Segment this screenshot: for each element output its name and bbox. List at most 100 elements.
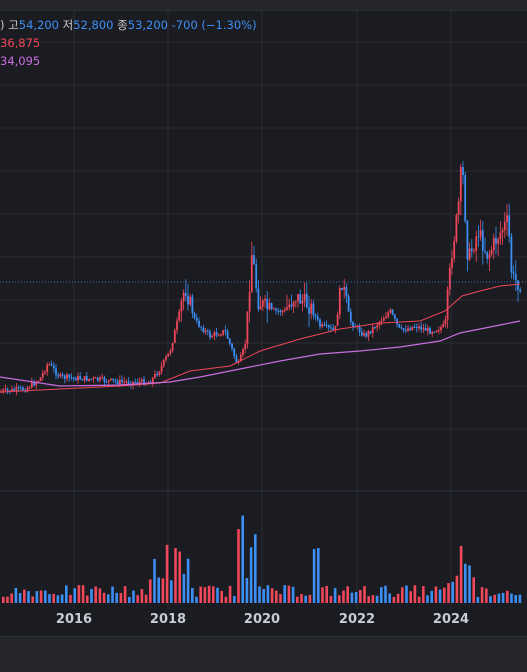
candle-body [352, 322, 354, 327]
candle-body [506, 215, 508, 223]
candle-body [272, 308, 275, 310]
candle-body [123, 381, 126, 383]
candle-body [303, 293, 306, 301]
legend-close-value: 53,200 [127, 18, 168, 32]
candle-body [437, 330, 440, 332]
candle-body [444, 319, 447, 325]
candle-body [323, 324, 326, 326]
candle-body [112, 378, 115, 381]
candle-body [50, 364, 53, 366]
candle-body [347, 296, 350, 312]
candle-body [127, 381, 130, 384]
candle-body [283, 309, 286, 311]
candle-body [41, 372, 44, 378]
volume-bar [14, 587, 18, 603]
candle-body [391, 309, 394, 315]
volume-bar [342, 590, 345, 603]
volume-bar [90, 588, 93, 603]
candle-body [376, 325, 379, 328]
legend-high-value: 54,200 [18, 18, 59, 32]
candle-body [481, 230, 484, 251]
volume-bar [77, 585, 81, 603]
x-tick-2024: 2024 [432, 612, 470, 627]
candle-body [517, 280, 519, 290]
candle-body [17, 387, 20, 389]
ma-short-value: 36,875 [0, 36, 41, 50]
volume-bar [144, 594, 148, 603]
candle-body [459, 167, 462, 202]
candle-body [440, 327, 442, 331]
volume-bar [102, 592, 106, 603]
candle-body [178, 311, 181, 321]
candle-body [136, 382, 139, 384]
volume-bar [275, 590, 278, 603]
chart-area[interactable] [0, 11, 527, 636]
volume-bar [65, 585, 68, 603]
candle-body [198, 320, 200, 327]
candle-body [345, 287, 348, 297]
candle-body [268, 303, 271, 310]
volume-bar [136, 595, 139, 603]
candle-body [470, 248, 473, 252]
candle-body [209, 331, 211, 338]
volume-bar [35, 591, 39, 603]
volume-bar [392, 596, 396, 603]
candle-body [385, 316, 387, 319]
volume-bar [6, 596, 9, 603]
volume-bar [363, 586, 366, 603]
volume-bar [56, 595, 60, 603]
candle-body [13, 388, 16, 391]
volume-bar [417, 596, 421, 603]
volume-bar [224, 596, 228, 603]
volume-bar [426, 595, 429, 603]
candle-body [59, 374, 62, 377]
volume-bar [111, 586, 114, 603]
bottom-toolbar [0, 636, 527, 672]
volume-bar [161, 578, 165, 603]
volume-bar [165, 544, 169, 603]
volume-bar [23, 589, 26, 603]
volume-bar [228, 585, 232, 603]
candle-body [424, 328, 427, 331]
candle-body [510, 236, 513, 273]
candle-body [239, 355, 242, 362]
volume-bar [329, 595, 333, 603]
candle-body [503, 222, 506, 231]
volume-bar [270, 588, 274, 603]
candle-body [490, 250, 493, 255]
candle-body [213, 332, 216, 336]
volume-bar [371, 595, 375, 603]
candle-body [305, 293, 308, 308]
volume-bar [182, 573, 186, 603]
candle-body [431, 331, 434, 334]
candle-body [426, 327, 429, 331]
candle-body [448, 267, 451, 290]
volume-bar [98, 588, 102, 603]
volume-bar [132, 590, 135, 603]
ma-long-line [0, 320, 521, 387]
candle-body [44, 371, 46, 373]
candle-body [319, 319, 321, 327]
candle-body [442, 324, 445, 328]
candle-body [382, 318, 385, 321]
price-volume-chart[interactable] [0, 11, 527, 636]
candle-body [343, 287, 346, 290]
volume-bar [283, 585, 286, 603]
x-tick-2018: 2018 [149, 612, 187, 627]
volume-bar [447, 583, 450, 603]
candle-body [81, 379, 84, 381]
volume-bar [464, 563, 467, 603]
candle-body [275, 308, 277, 311]
volume-bar [254, 534, 257, 603]
candle-body [508, 215, 511, 237]
volume-bar [233, 596, 236, 603]
candle-body [321, 324, 324, 327]
candle-body [2, 390, 5, 392]
candle-body [15, 387, 18, 391]
candle-body [393, 314, 396, 319]
candle-body [114, 380, 117, 382]
candle-body [79, 376, 82, 380]
legend-open-fragment: ) [0, 18, 5, 32]
candle-body [11, 388, 13, 392]
volume-bar [401, 587, 404, 603]
